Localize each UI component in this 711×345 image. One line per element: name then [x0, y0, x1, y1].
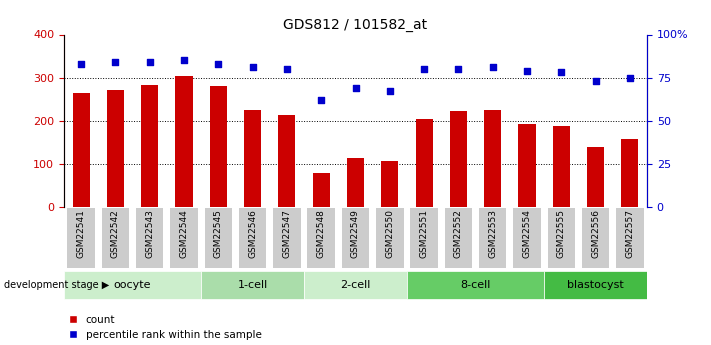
- Text: GSM22548: GSM22548: [316, 209, 326, 258]
- Text: GSM22553: GSM22553: [488, 209, 497, 258]
- FancyBboxPatch shape: [342, 208, 369, 268]
- Text: GSM22554: GSM22554: [523, 209, 532, 258]
- Text: GSM22542: GSM22542: [111, 209, 120, 258]
- Point: [384, 89, 395, 94]
- Point: [350, 85, 361, 91]
- Text: GSM22544: GSM22544: [179, 209, 188, 258]
- Point: [418, 66, 429, 72]
- Text: 2-cell: 2-cell: [341, 280, 370, 289]
- FancyBboxPatch shape: [201, 270, 304, 298]
- Point: [590, 78, 602, 84]
- FancyBboxPatch shape: [547, 208, 575, 268]
- FancyBboxPatch shape: [136, 208, 164, 268]
- Point: [109, 59, 121, 65]
- FancyBboxPatch shape: [304, 270, 407, 298]
- Point: [624, 75, 636, 80]
- Point: [487, 65, 498, 70]
- Point: [247, 65, 258, 70]
- Bar: [278, 115, 296, 207]
- Text: GSM22545: GSM22545: [214, 209, 223, 258]
- Text: GSM22547: GSM22547: [282, 209, 292, 258]
- Text: blastocyst: blastocyst: [567, 280, 624, 289]
- FancyBboxPatch shape: [582, 208, 609, 268]
- FancyBboxPatch shape: [479, 208, 506, 268]
- Bar: [381, 161, 398, 207]
- FancyBboxPatch shape: [407, 270, 544, 298]
- FancyBboxPatch shape: [544, 270, 647, 298]
- Bar: [107, 90, 124, 207]
- Bar: [518, 124, 535, 207]
- Point: [282, 66, 293, 72]
- FancyBboxPatch shape: [239, 208, 267, 268]
- FancyBboxPatch shape: [171, 208, 198, 268]
- Bar: [141, 85, 159, 207]
- Bar: [450, 111, 467, 207]
- Bar: [176, 76, 193, 207]
- FancyBboxPatch shape: [410, 208, 438, 268]
- FancyBboxPatch shape: [513, 208, 540, 268]
- FancyBboxPatch shape: [205, 208, 232, 268]
- Point: [555, 70, 567, 75]
- Point: [144, 59, 156, 65]
- Point: [75, 61, 87, 67]
- Bar: [587, 147, 604, 207]
- Point: [521, 68, 533, 73]
- Text: GSM22550: GSM22550: [385, 209, 395, 258]
- Text: GSM22549: GSM22549: [351, 209, 360, 258]
- Text: GSM22546: GSM22546: [248, 209, 257, 258]
- Text: GSM22543: GSM22543: [145, 209, 154, 258]
- Point: [316, 97, 327, 103]
- FancyBboxPatch shape: [273, 208, 301, 268]
- FancyBboxPatch shape: [616, 208, 643, 268]
- Bar: [347, 158, 364, 207]
- Text: 8-cell: 8-cell: [460, 280, 491, 289]
- Text: development stage ▶: development stage ▶: [4, 280, 109, 289]
- Text: GSM22556: GSM22556: [591, 209, 600, 258]
- FancyBboxPatch shape: [444, 208, 472, 268]
- Text: oocyte: oocyte: [114, 280, 151, 289]
- Point: [178, 58, 190, 63]
- FancyBboxPatch shape: [376, 208, 404, 268]
- Bar: [313, 172, 330, 207]
- Bar: [210, 86, 227, 207]
- Text: GSM22555: GSM22555: [557, 209, 566, 258]
- FancyBboxPatch shape: [307, 208, 335, 268]
- Title: GDS812 / 101582_at: GDS812 / 101582_at: [284, 18, 427, 32]
- Bar: [244, 110, 261, 207]
- Bar: [73, 93, 90, 207]
- Bar: [552, 126, 570, 207]
- Bar: [484, 110, 501, 207]
- FancyBboxPatch shape: [102, 208, 129, 268]
- FancyBboxPatch shape: [64, 270, 201, 298]
- Text: GSM22541: GSM22541: [77, 209, 85, 258]
- Text: GSM22551: GSM22551: [419, 209, 429, 258]
- Legend: count, percentile rank within the sample: count, percentile rank within the sample: [69, 315, 262, 340]
- FancyBboxPatch shape: [68, 208, 95, 268]
- Point: [213, 61, 224, 67]
- Bar: [415, 119, 433, 207]
- Text: GSM22557: GSM22557: [626, 209, 634, 258]
- Bar: [621, 139, 638, 207]
- Point: [453, 66, 464, 72]
- Text: 1-cell: 1-cell: [237, 280, 268, 289]
- Text: GSM22552: GSM22552: [454, 209, 463, 258]
